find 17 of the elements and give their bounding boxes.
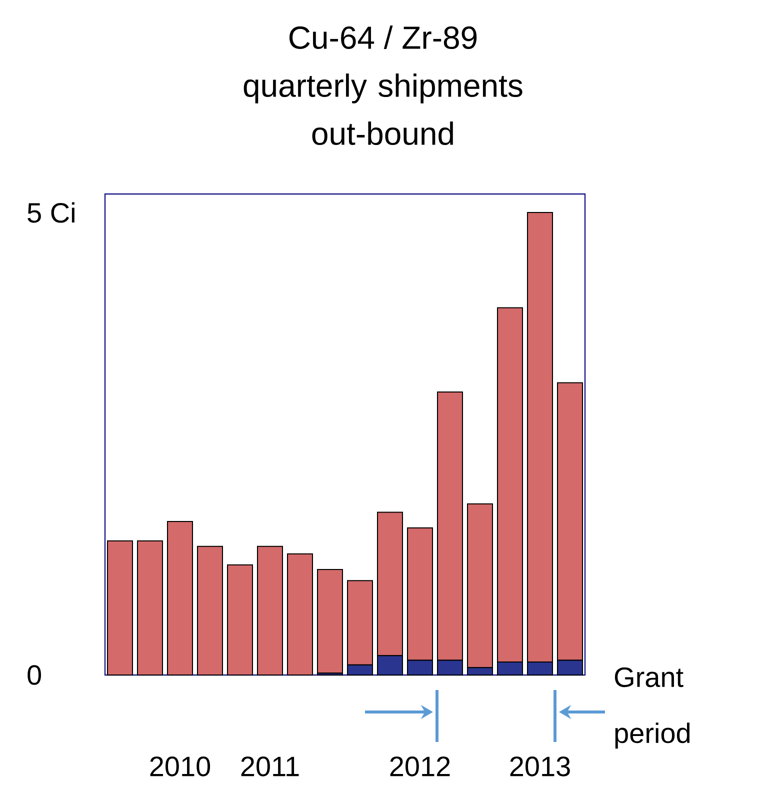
x-tick-label: 2013 — [510, 756, 570, 776]
text: Grant period — [614, 667, 690, 749]
x-tick-label: 2010 — [150, 756, 210, 776]
bar — [107, 540, 133, 676]
bar — [196, 546, 223, 676]
bar — [287, 553, 313, 676]
chart-subtitle: quarterly shipments out-bound — [244, 74, 522, 146]
bar — [317, 569, 343, 674]
bar — [256, 546, 283, 676]
x-tick-label: 2011 — [241, 756, 299, 776]
y-tick-label: 5 Ci — [28, 202, 74, 223]
bar — [167, 520, 193, 676]
x-tick-label: 2012 — [390, 756, 450, 776]
y-tick-label: 0 — [28, 665, 42, 685]
chart-title: Cu-64 / Zr-89 — [289, 26, 477, 50]
bar — [227, 564, 253, 676]
bar — [137, 540, 163, 676]
